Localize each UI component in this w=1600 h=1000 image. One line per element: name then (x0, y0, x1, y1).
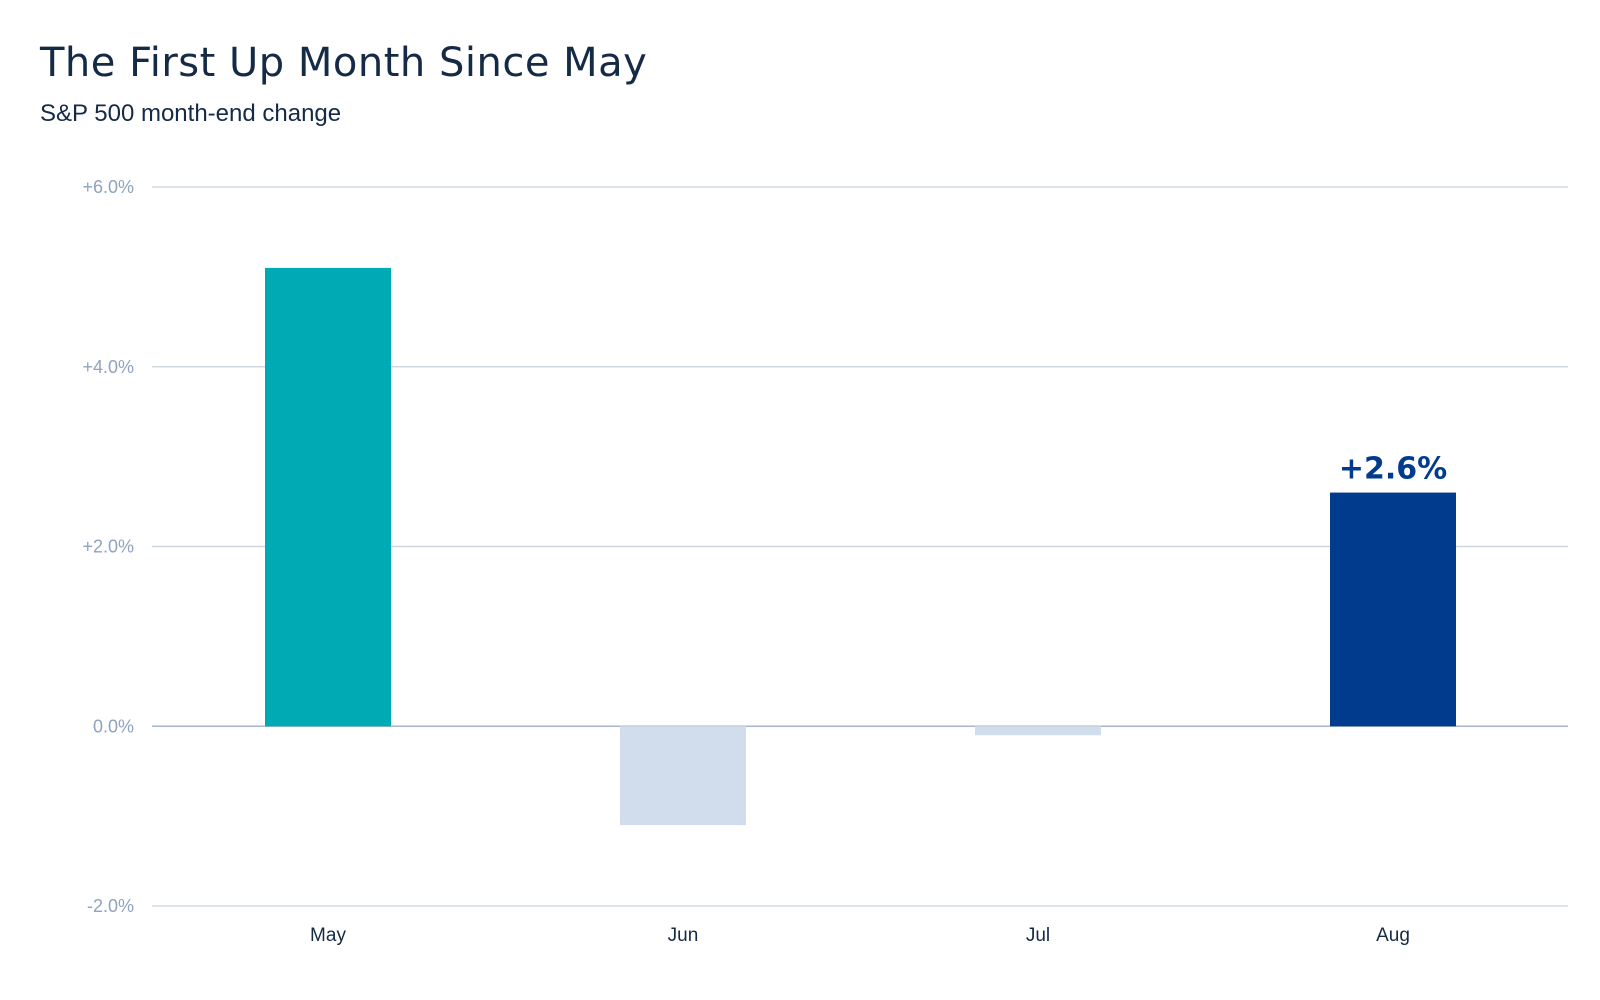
x-category-label: Jun (668, 925, 699, 946)
y-tick-label: +4.0% (82, 357, 134, 377)
x-axis-categories: May Jun Jul Aug (310, 925, 1410, 946)
y-tick-label: +6.0% (82, 177, 134, 197)
data-labels: +2.6% (1339, 452, 1447, 487)
bar-jul (975, 726, 1101, 735)
y-tick-label: 0.0% (93, 716, 134, 736)
y-tick-label: -2.0% (87, 896, 134, 916)
y-tick-label: +2.0% (82, 537, 134, 557)
x-category-label: Aug (1376, 925, 1410, 946)
bar-jun (620, 726, 746, 825)
x-category-label: Jul (1026, 925, 1050, 946)
bar-aug (1330, 493, 1456, 727)
y-axis-ticks: -2.0% 0.0% +2.0% +4.0% +6.0% (82, 177, 134, 916)
data-label-aug: +2.6% (1339, 452, 1447, 487)
x-category-label: May (310, 925, 346, 946)
bar-may (265, 268, 391, 726)
